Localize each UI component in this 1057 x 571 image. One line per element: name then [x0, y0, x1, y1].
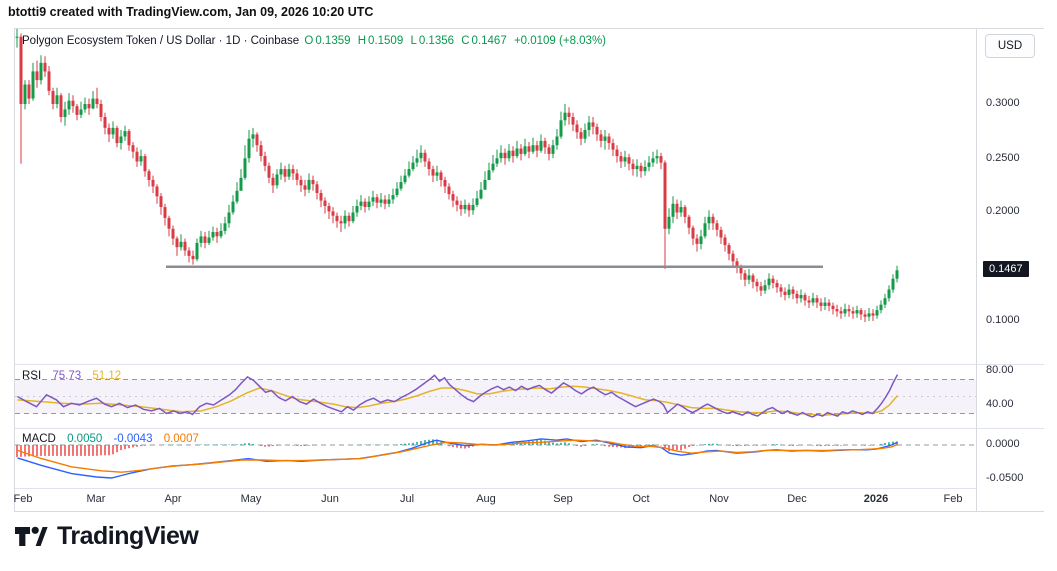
- tradingview-logo-text: TradingView: [57, 522, 199, 550]
- time-axis-label: Feb: [943, 493, 963, 505]
- time-axis-label: Jun: [321, 493, 339, 505]
- last-price-badge: 0.1467: [983, 261, 1029, 278]
- currency-button[interactable]: USD: [985, 34, 1035, 58]
- time-axis-label: Dec: [787, 493, 807, 505]
- tradingview-logo-icon: [15, 526, 48, 546]
- attribution-header: btotti9 created with TradingView.com, Ja…: [8, 5, 374, 19]
- macd-legend: MACD 0.0050 -0.0043 0.0007: [22, 433, 201, 445]
- macd-signal-value: 0.0007: [163, 433, 199, 445]
- price-axis[interactable]: USD 0.1467 0.3000 0.2500 0.2000 0.1000 80.00…: [976, 29, 1045, 511]
- ohlc-high: H 0.1509: [357, 35, 404, 47]
- ohlc-low: L 0.1356: [410, 35, 455, 47]
- time-axis-label: Jul: [399, 493, 415, 505]
- rsi-legend: RSI 75.73 51.12: [22, 370, 123, 382]
- time-axis-label: May: [240, 493, 262, 505]
- rsi-ma-value: 51.12: [92, 370, 122, 382]
- time-axis-label: 2026: [863, 493, 889, 505]
- time-axis[interactable]: Feb Mar Apr May Jun Jul Aug Sep Oct Nov Dec 2026 Feb: [13, 488, 976, 512]
- macd-axis-label: -0.0500: [986, 472, 1024, 484]
- price-axis-label: 0.2500: [986, 152, 1020, 164]
- macd-axis-label: 0.0000: [986, 438, 1020, 450]
- rsi-pane-canvas[interactable]: [15, 365, 976, 429]
- price-axis-label: 0.3000: [986, 97, 1020, 109]
- symbol-title[interactable]: Polygon Ecosystem Token / US Dollar · 1D…: [22, 35, 300, 47]
- time-axis-label: Feb: [13, 493, 33, 505]
- price-pane-canvas[interactable]: [15, 29, 976, 364]
- time-axis-label: Sep: [553, 493, 573, 505]
- rsi-axis-label: 40.00: [986, 398, 1014, 410]
- pane-separator: [15, 364, 1044, 365]
- symbol-legend: Polygon Ecosystem Token / US Dollar · 1D…: [22, 35, 608, 47]
- rsi-label[interactable]: RSI: [22, 370, 42, 382]
- macd-histogram-value: 0.0050: [67, 433, 103, 445]
- tradingview-footer[interactable]: TradingView: [14, 522, 199, 551]
- price-axis-label: 0.2000: [986, 205, 1020, 217]
- time-axis-label: Aug: [476, 493, 496, 505]
- ohlc-open: O 0.1359: [304, 35, 351, 47]
- macd-label[interactable]: MACD: [22, 433, 56, 445]
- time-axis-label: Oct: [632, 493, 650, 505]
- macd-pane-canvas[interactable]: [15, 429, 976, 488]
- price-axis-label: 0.1000: [986, 314, 1020, 326]
- time-axis-label: Apr: [164, 493, 182, 505]
- chart-frame: Polygon Ecosystem Token / US Dollar · 1D…: [14, 28, 1044, 512]
- price-change: +0.0109 (+8.03%): [513, 35, 607, 47]
- macd-line-value: -0.0043: [113, 433, 153, 445]
- rsi-value: 75.73: [52, 370, 82, 382]
- time-axis-label: Mar: [86, 493, 106, 505]
- pane-separator: [15, 428, 1044, 429]
- ohlc-close: C 0.1467: [461, 35, 507, 47]
- time-axis-label: Nov: [709, 493, 729, 505]
- rsi-axis-label: 80.00: [986, 364, 1014, 376]
